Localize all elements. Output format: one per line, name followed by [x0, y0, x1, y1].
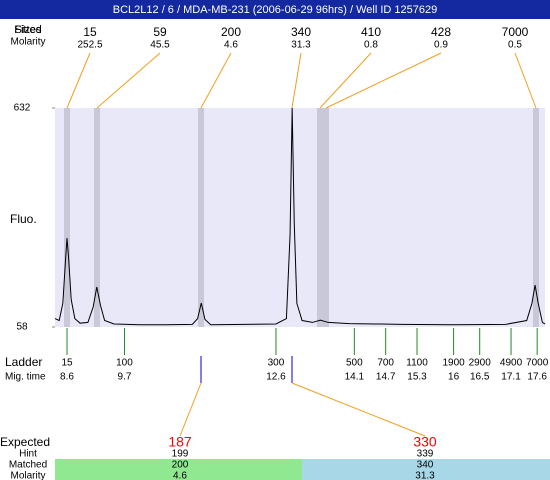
ladder-time: 12.6: [266, 372, 286, 383]
peak-band: [533, 108, 539, 327]
ladder-size: 500: [346, 358, 363, 369]
hint-label: Hint: [19, 449, 37, 460]
y-axis-label: Fluo.: [10, 212, 37, 226]
peak-size: 340: [291, 25, 311, 39]
ladder-time: 16.5: [470, 372, 490, 383]
header-bar: [0, 0, 550, 19]
peak-molarity: 0.9: [434, 40, 448, 51]
ladder-time: 15.3: [407, 372, 427, 383]
peak-connector: [514, 52, 537, 109]
ladder-time: 14.1: [345, 372, 365, 383]
molarity-label: Molarity: [10, 37, 45, 48]
molarity-label: Molarity: [10, 471, 45, 480]
peak-size: 59: [153, 25, 167, 39]
plot-background: [55, 108, 545, 327]
ladder-time: 8.6: [60, 372, 74, 383]
ladder-size: 300: [268, 358, 285, 369]
peak-molarity: 45.5: [150, 40, 170, 51]
ladder-time: 17.6: [527, 372, 547, 383]
y-tick-label: 58: [16, 322, 28, 333]
expected-connector: [179, 382, 202, 437]
hint-value: 199: [172, 449, 189, 460]
expected-label: Expected: [0, 435, 50, 449]
peak-size: 7000: [502, 25, 529, 39]
peak-molarity: 252.5: [77, 40, 102, 51]
matched-value: 340: [417, 460, 434, 471]
peak-molarity: 0.8: [364, 40, 378, 51]
peak-size: 428: [431, 25, 451, 39]
ladder-size: 2900: [469, 358, 492, 369]
ladder-size: 700: [377, 358, 394, 369]
ladder-size: 100: [116, 358, 133, 369]
ladder-time: 17.1: [501, 372, 521, 383]
peak-connector: [325, 52, 442, 109]
ladder-size: 15: [61, 358, 73, 369]
mig-time-label: Mig. time: [5, 372, 46, 383]
fluorescence-trace: [54, 107, 546, 326]
hint-value: 339: [417, 449, 434, 460]
peak-molarity: 4.6: [224, 40, 238, 51]
ladder-size: 1900: [442, 358, 465, 369]
peak-band: [323, 108, 329, 327]
matched-molarity: 31.3: [415, 471, 435, 480]
ladder-label: Ladder: [5, 355, 42, 369]
ladder-size: 7000: [526, 358, 549, 369]
expected-connector: [291, 382, 426, 437]
peak-connector: [200, 52, 232, 109]
peak-connector: [96, 52, 161, 109]
matched-bar-2: [302, 459, 550, 480]
ladder-time: 9.7: [118, 372, 132, 383]
peak-molarity: 0.5: [508, 40, 522, 51]
peak-connector: [291, 52, 302, 109]
sizes-label: Sizes: [15, 24, 42, 36]
peak-band: [64, 108, 70, 327]
header-title: BCL2L12 / 6 / MDA-MB-231 (2006-06-29 96h…: [113, 4, 437, 16]
expected-value: 187: [168, 434, 192, 450]
peak-band: [198, 108, 204, 327]
ladder-time: 14.7: [376, 372, 396, 383]
peak-size: 200: [221, 25, 241, 39]
peak-molarity: 31.3: [291, 40, 311, 51]
peak-connector: [319, 52, 372, 109]
ladder-size: 4900: [500, 358, 523, 369]
y-tick-label: 632: [14, 103, 31, 114]
peak-connector: [66, 52, 91, 109]
fitted-label: Fitted: [14, 24, 42, 36]
peak-size: 15: [83, 25, 97, 39]
matched-bar-1: [55, 459, 302, 480]
matched-label: Matched: [9, 460, 47, 471]
peak-band: [317, 108, 323, 327]
matched-value: 200: [172, 460, 189, 471]
peak-size: 410: [361, 25, 381, 39]
ladder-size: 1100: [406, 358, 428, 369]
matched-molarity: 4.6: [173, 471, 187, 480]
expected-value: 330: [413, 434, 437, 450]
ladder-time: 16: [448, 372, 460, 383]
peak-band: [94, 108, 100, 327]
